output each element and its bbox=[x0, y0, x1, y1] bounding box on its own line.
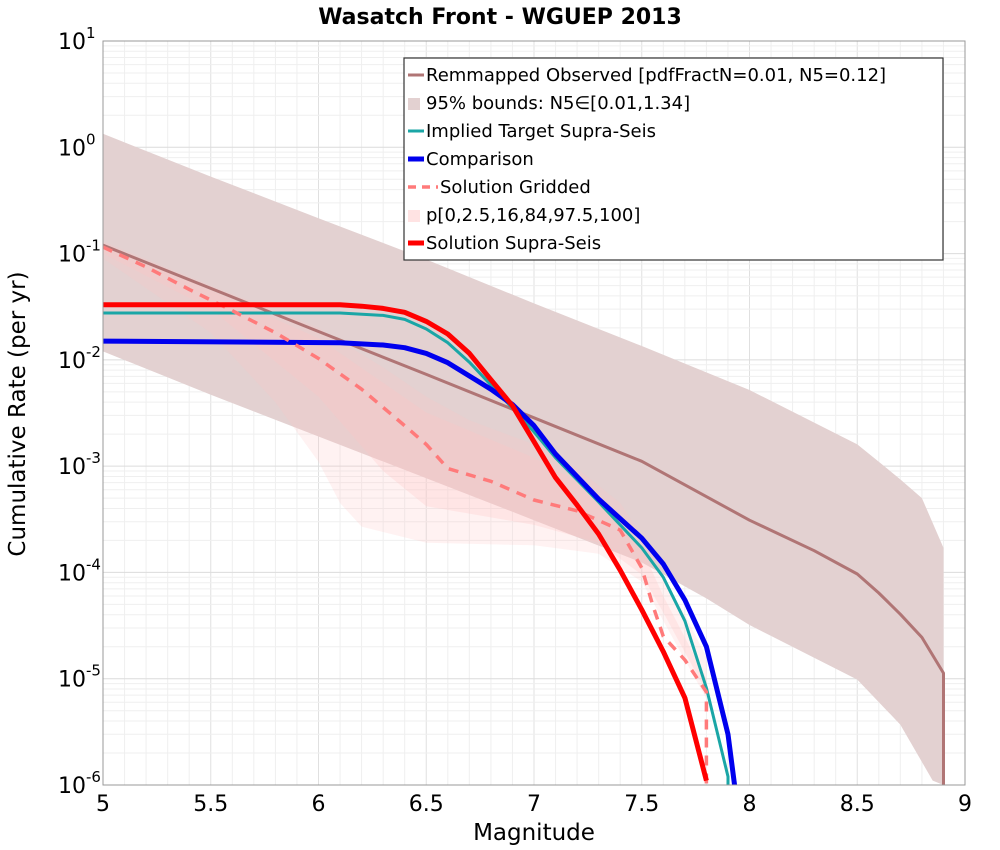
x-tick-label: 6.5 bbox=[409, 792, 444, 817]
x-tick-label: 5 bbox=[96, 792, 110, 817]
legend-entry: 95% bounds: N5∈[0.01,1.34] bbox=[408, 93, 690, 114]
y-tick-label: 10-4 bbox=[58, 555, 101, 586]
y-axis-label: Cumulative Rate (per yr) bbox=[5, 271, 31, 556]
legend-entry: Remmapped Observed [pdfFractN=0.01, N5=0… bbox=[408, 65, 886, 86]
legend-label: 95% bounds: N5∈[0.01,1.34] bbox=[426, 93, 690, 114]
series-line-3 bbox=[103, 338, 738, 785]
y-axis-ticks: 10-6 10-5 10-4 10-3 10-2 10-1 100 101 bbox=[58, 24, 101, 799]
x-tick-label: 8 bbox=[743, 792, 757, 817]
chart-title: Wasatch Front - WGUEP 2013 bbox=[318, 5, 682, 30]
series-line-0 bbox=[103, 243, 945, 785]
x-tick-label: 6 bbox=[312, 792, 326, 817]
x-tick-label: 7 bbox=[527, 792, 541, 817]
legend-entry: p[0,2.5,16,84,97.5,100] bbox=[408, 205, 640, 226]
legend-swatch-patch bbox=[408, 98, 420, 110]
legend-label: Implied Target Supra-Seis bbox=[426, 121, 656, 142]
y-tick-label: 101 bbox=[58, 24, 96, 55]
series-line-4 bbox=[103, 245, 709, 785]
band-2 bbox=[103, 243, 707, 693]
y-tick-label: 10-6 bbox=[58, 768, 101, 799]
plot-frame bbox=[102, 40, 966, 786]
plot-border bbox=[102, 40, 966, 786]
legend-entry: Implied Target Supra-Seis bbox=[408, 121, 656, 142]
x-tick-label: 8.5 bbox=[840, 792, 875, 817]
y-tick-label: 10-2 bbox=[58, 343, 101, 374]
y-tick-label: 10-1 bbox=[58, 237, 101, 268]
y-tick-label: 10-5 bbox=[58, 662, 101, 693]
band-0 bbox=[103, 133, 944, 786]
y-tick-label: 100 bbox=[58, 130, 96, 161]
x-axis-label: Magnitude bbox=[473, 820, 595, 846]
x-tick-label: 5.5 bbox=[193, 792, 228, 817]
y-tick-label: 10-3 bbox=[58, 449, 101, 480]
legend-label: Comparison bbox=[426, 149, 534, 170]
x-tick-label: 9 bbox=[958, 792, 972, 817]
legend-swatch-patch bbox=[408, 210, 420, 222]
legend-entry: Solution Supra-Seis bbox=[408, 233, 601, 254]
x-axis-ticks: 5 5.5 6 6.5 7 7.5 8 8.5 9 bbox=[96, 792, 972, 817]
legend-label: Remmapped Observed [pdfFractN=0.01, N5=0… bbox=[426, 65, 886, 86]
uncertainty-bands bbox=[103, 133, 944, 786]
band-1 bbox=[103, 241, 707, 699]
series-line-6 bbox=[103, 302, 709, 782]
series-lines bbox=[103, 243, 945, 785]
legend-label: Solution Gridded bbox=[440, 177, 591, 198]
legend-label: Solution Supra-Seis bbox=[426, 233, 601, 254]
legend-entry: Solution Gridded bbox=[408, 177, 591, 198]
legend: Remmapped Observed [pdfFractN=0.01, N5=0… bbox=[403, 57, 944, 261]
x-tick-label: 7.5 bbox=[624, 792, 659, 817]
legend-entry: Comparison bbox=[408, 149, 534, 170]
legend-box bbox=[403, 57, 944, 261]
legend-label: p[0,2.5,16,84,97.5,100] bbox=[426, 205, 640, 226]
